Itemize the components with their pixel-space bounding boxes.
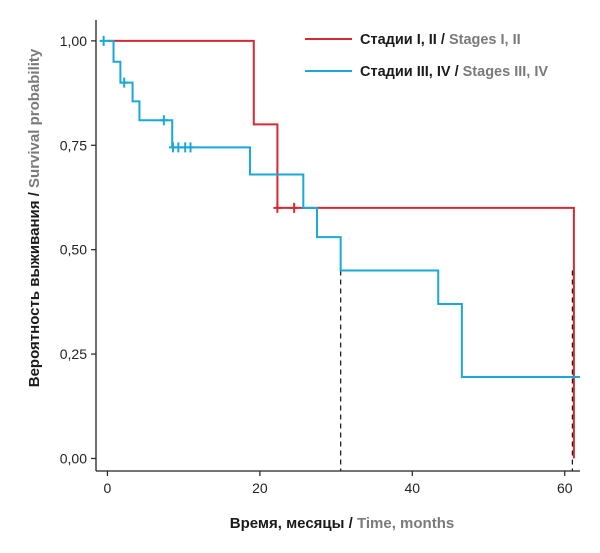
legend-label-ru: Стадии III, IV (360, 64, 451, 80)
x-tick-label: 60 (557, 480, 573, 496)
censor-mark (273, 202, 282, 213)
legend-label-en: Stages III, IV (463, 64, 549, 80)
censor-mark (186, 142, 195, 153)
x-axis-label: Время, месяцы / Time, months (230, 515, 454, 532)
legend-label-en: Stages I, II (449, 32, 521, 48)
y-axis-label-en: Survival probability (26, 48, 43, 188)
survival-curve-stages-1-2 (107, 39, 575, 459)
median-guide-lines (340, 270, 573, 471)
censor-mark (99, 35, 108, 46)
x-axis-label-en: Time, months (357, 515, 454, 532)
legend-label-separator: / (437, 32, 449, 48)
y-tick-label: 1,00 (60, 33, 87, 49)
y-tick-label: 0,00 (60, 450, 87, 466)
x-axis-ticks: 0 20 40 60 (104, 471, 573, 496)
survival-curve-stages-3-4 (107, 39, 580, 379)
y-axis-ticks: 0,00 0,25 0,50 0,75 1,00 (60, 33, 96, 466)
censor-mark (174, 142, 183, 153)
y-tick-label: 0,50 (60, 242, 87, 258)
x-axis-label-ru: Время, месяцы (230, 515, 345, 532)
legend-item-stages-3-4: Стадии III, IV / Stages III, IV (305, 64, 548, 80)
x-tick-label: 0 (104, 480, 112, 496)
censor-mark (159, 115, 168, 126)
legend: Стадии I, II / Stages I, II Стадии III, … (305, 32, 548, 80)
y-tick-label: 0,75 (60, 137, 87, 153)
x-tick-label: 20 (252, 480, 268, 496)
x-tick-label: 40 (405, 480, 421, 496)
survival-curves (107, 39, 580, 459)
legend-item-stages-1-2: Стадии I, II / Stages I, II (305, 32, 521, 48)
censor-mark (120, 77, 129, 88)
legend-label-stages-3-4: Стадии III, IV / Stages III, IV (360, 64, 548, 80)
x-axis-label-separator: / (344, 515, 357, 532)
axes: 0,00 0,25 0,50 0,75 1,00 0 20 40 60 (60, 20, 580, 496)
censor-mark (290, 202, 299, 213)
y-tick-label: 0,25 (60, 346, 87, 362)
legend-label-separator: / (451, 64, 463, 80)
legend-label-stages-1-2: Стадии I, II / Stages I, II (360, 32, 521, 48)
censor-marks (99, 35, 299, 213)
y-axis-label: Вероятность выживания / Survival probabi… (26, 48, 43, 387)
y-axis-label-ru: Вероятность выживания (26, 200, 43, 387)
legend-label-ru: Стадии I, II (360, 32, 437, 48)
y-axis-label-separator: / (26, 188, 43, 201)
